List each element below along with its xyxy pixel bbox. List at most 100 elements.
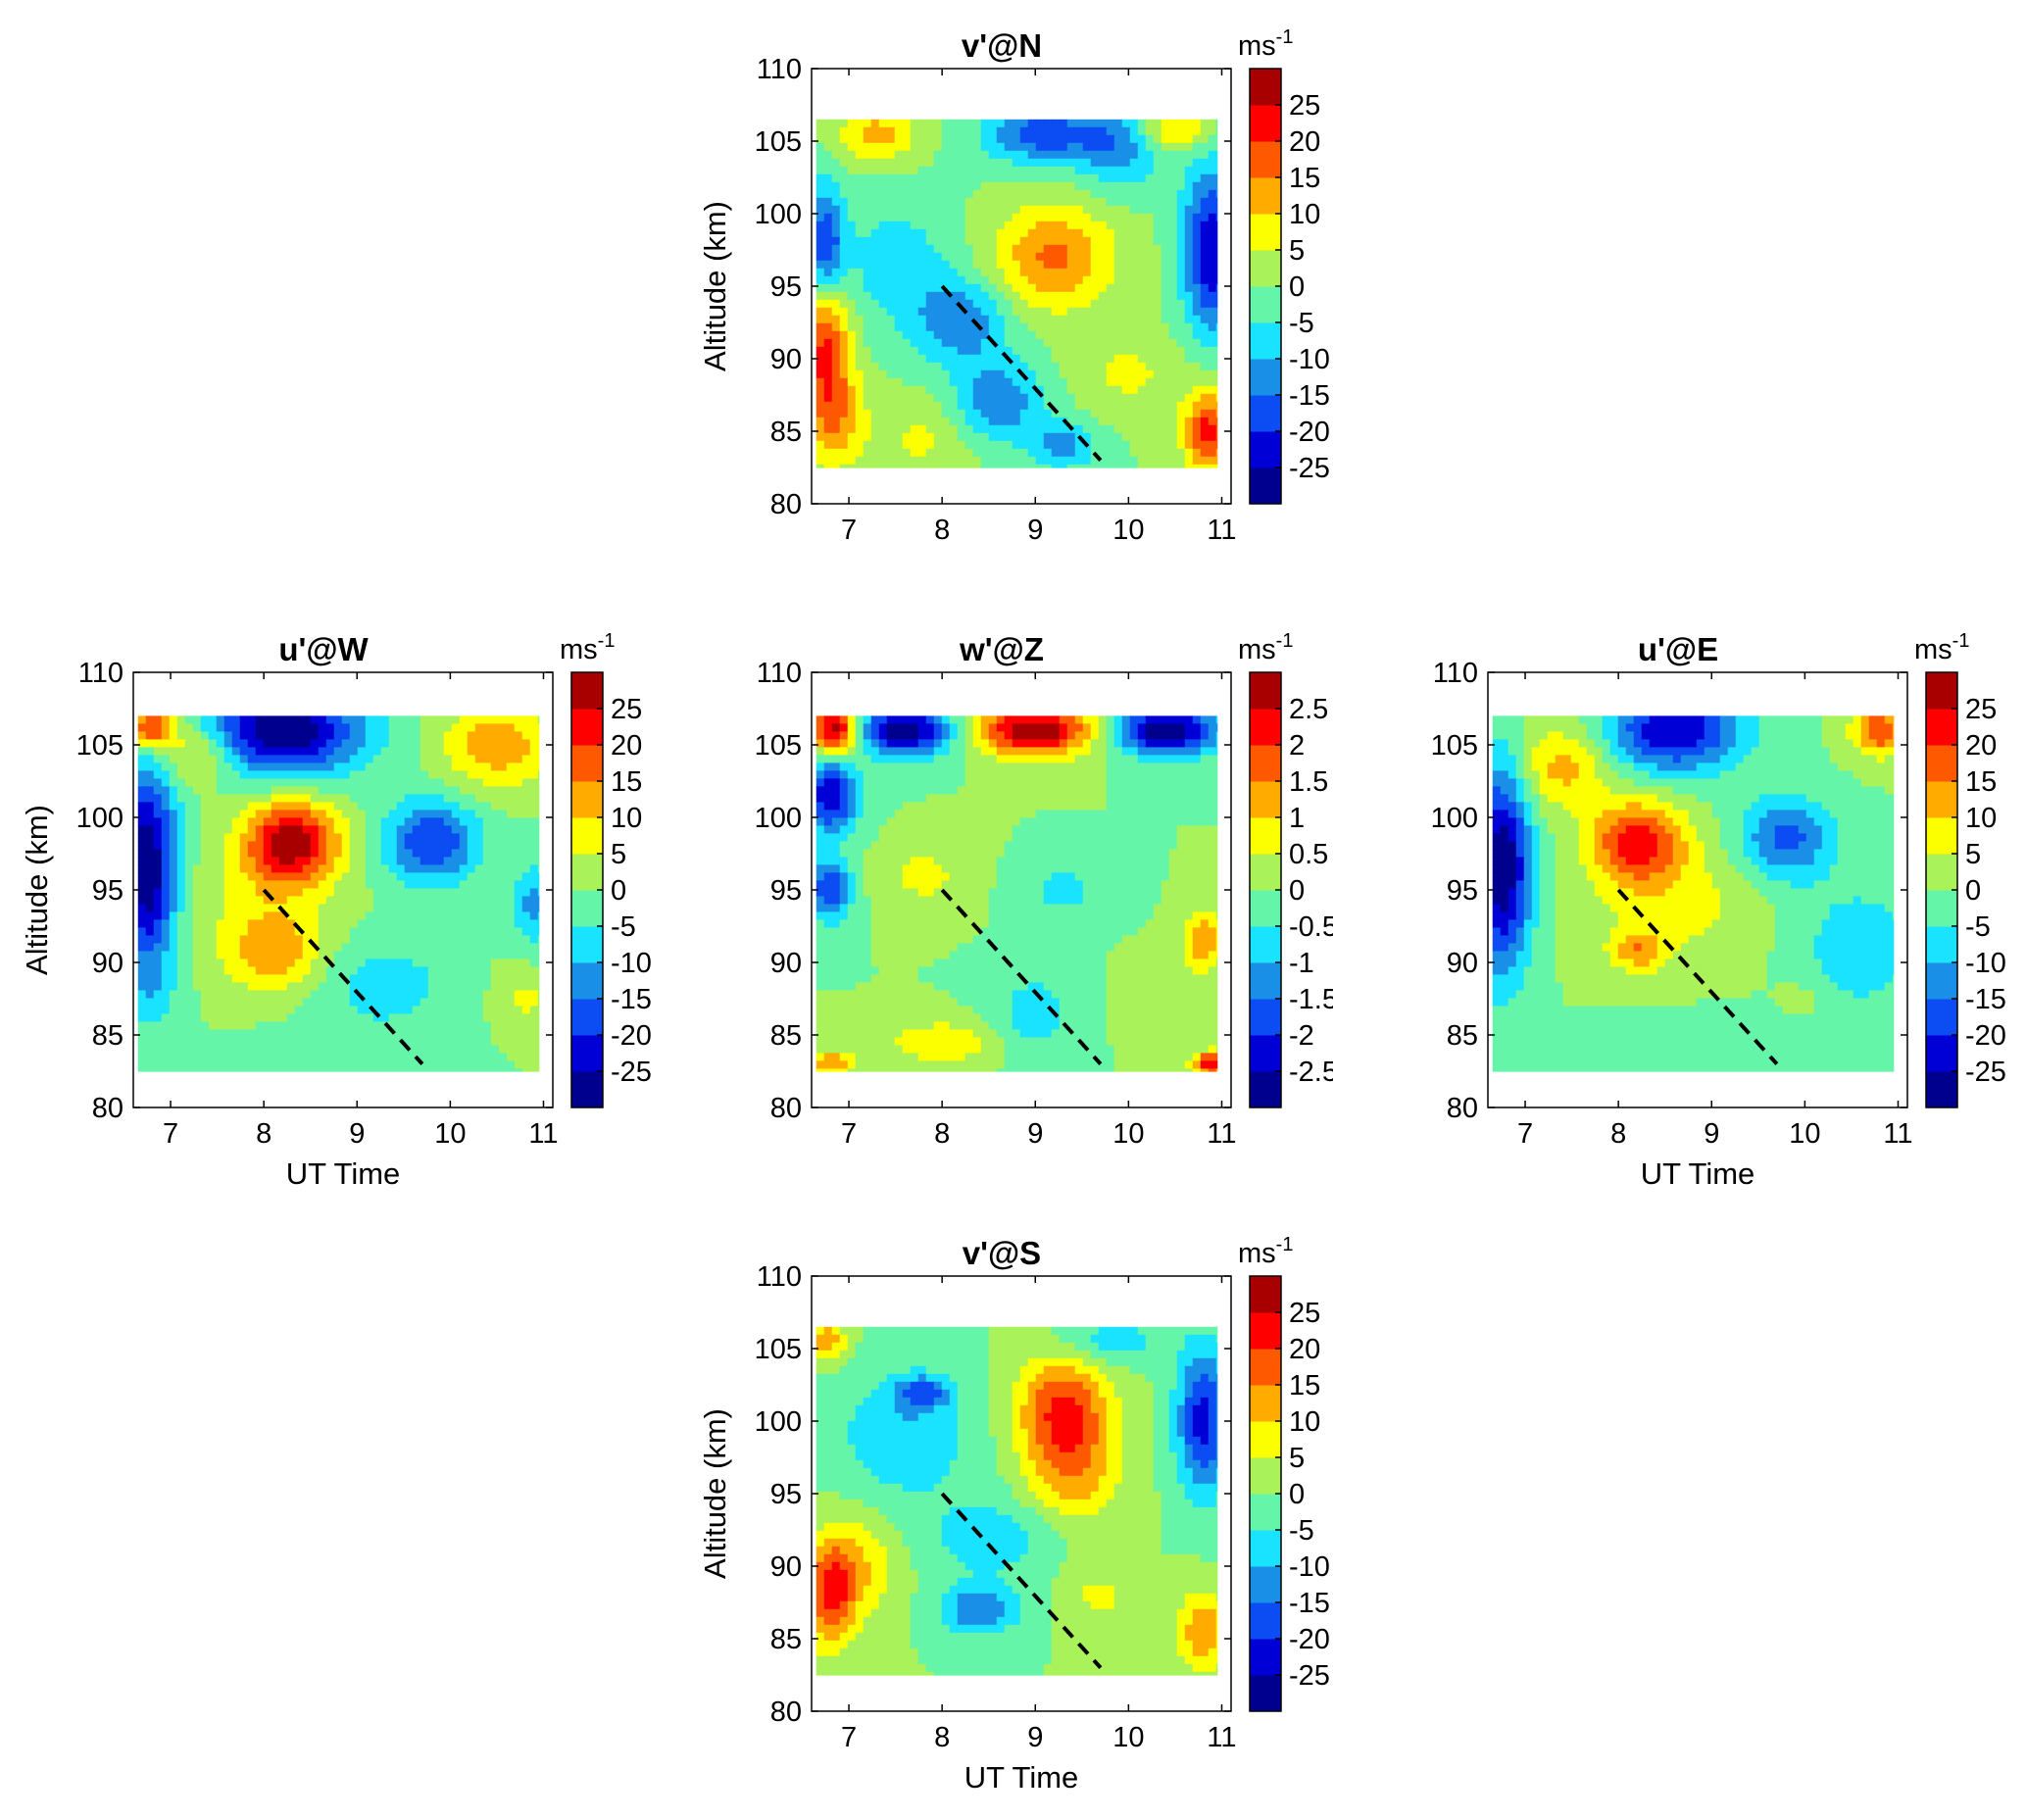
field-cell bbox=[209, 747, 218, 756]
field-cell bbox=[832, 323, 841, 332]
field-cell bbox=[879, 433, 888, 442]
field-cell bbox=[1169, 323, 1178, 332]
field-cell bbox=[193, 990, 202, 999]
field-cell bbox=[319, 794, 327, 803]
field-cell bbox=[997, 300, 1006, 309]
field-cell bbox=[334, 927, 343, 936]
field-cell bbox=[287, 966, 296, 975]
field-cell bbox=[342, 778, 351, 787]
field-cell bbox=[193, 810, 202, 818]
field-cell bbox=[373, 998, 382, 1007]
field-cell bbox=[1020, 441, 1029, 450]
field-cell bbox=[413, 974, 421, 983]
field-cell bbox=[1083, 410, 1092, 418]
field-cell bbox=[193, 723, 202, 732]
field-cell bbox=[405, 770, 414, 779]
field-cell bbox=[240, 982, 249, 991]
field-cell bbox=[279, 1068, 288, 1071]
field-cell bbox=[538, 1068, 540, 1071]
field-cell bbox=[942, 441, 951, 450]
field-cell bbox=[1185, 723, 1194, 732]
field-cell bbox=[879, 198, 888, 207]
field-cell bbox=[1114, 323, 1123, 332]
field-cell bbox=[224, 1060, 233, 1069]
field-cell bbox=[911, 331, 919, 340]
field-cell bbox=[185, 935, 194, 944]
field-cell bbox=[460, 896, 469, 905]
field-cell bbox=[1036, 167, 1045, 175]
field-cell bbox=[1013, 151, 1021, 160]
field-cell bbox=[973, 284, 982, 293]
field-cell bbox=[326, 1060, 335, 1069]
field-cell bbox=[918, 245, 927, 254]
field-cell bbox=[224, 817, 233, 826]
field-cell bbox=[918, 159, 927, 168]
field-cell bbox=[272, 825, 280, 834]
field-cell bbox=[903, 151, 912, 160]
field-cell bbox=[507, 825, 516, 834]
field-cell bbox=[1177, 237, 1186, 246]
field-cell bbox=[887, 159, 896, 168]
field-cell bbox=[217, 802, 225, 811]
field-cell bbox=[1161, 370, 1170, 379]
field-cell bbox=[965, 182, 974, 191]
field-cell bbox=[1091, 229, 1100, 238]
field-cell bbox=[864, 370, 872, 379]
field-cell bbox=[1201, 441, 1210, 450]
field-cell bbox=[1075, 347, 1084, 356]
field-cell bbox=[138, 974, 147, 983]
field-cell bbox=[522, 951, 531, 959]
field-cell bbox=[989, 723, 998, 732]
field-cell bbox=[942, 229, 951, 238]
field-cell bbox=[491, 990, 500, 999]
field-cell bbox=[209, 833, 218, 842]
field-cell bbox=[256, 1006, 265, 1014]
field-cell bbox=[887, 339, 896, 348]
field-cell bbox=[530, 739, 539, 748]
field-cell bbox=[287, 825, 296, 834]
field-cell bbox=[436, 1045, 445, 1054]
field-cell bbox=[138, 802, 147, 811]
field-cell bbox=[934, 167, 943, 175]
field-cell bbox=[903, 331, 912, 340]
field-cell bbox=[264, 802, 272, 811]
field-cell bbox=[840, 457, 849, 466]
field-cell bbox=[1216, 394, 1218, 403]
field-cell bbox=[452, 825, 461, 834]
field-cell bbox=[1114, 182, 1123, 191]
field-cell bbox=[475, 1068, 484, 1071]
field-cell bbox=[1216, 237, 1218, 246]
field-cell bbox=[475, 739, 484, 748]
field-cell bbox=[1107, 355, 1115, 364]
field-cell bbox=[926, 449, 935, 458]
field-cell bbox=[538, 833, 540, 842]
field-cell bbox=[209, 857, 218, 865]
field-cell bbox=[1201, 715, 1210, 724]
field-cell bbox=[840, 308, 849, 317]
field-cell bbox=[232, 974, 241, 983]
field-cell bbox=[1209, 355, 1217, 364]
field-cell bbox=[217, 1053, 225, 1061]
field-cell bbox=[895, 214, 904, 222]
field-cell bbox=[287, 1021, 296, 1030]
field-cell bbox=[389, 911, 398, 920]
field-cell bbox=[460, 959, 469, 967]
field-cell bbox=[240, 904, 249, 912]
field-cell bbox=[1028, 425, 1037, 434]
field-cell bbox=[848, 237, 857, 246]
field-cell bbox=[1020, 386, 1029, 395]
field-cell bbox=[1067, 135, 1076, 144]
field-cell bbox=[1028, 127, 1037, 136]
field-cell bbox=[926, 378, 935, 387]
field-cell bbox=[507, 911, 516, 920]
field-cell bbox=[397, 1006, 406, 1014]
field-cell bbox=[185, 911, 194, 920]
field-cell bbox=[311, 919, 320, 928]
field-cell bbox=[319, 747, 327, 756]
field-cell bbox=[287, 1060, 296, 1069]
field-cell bbox=[895, 206, 904, 215]
field-cell bbox=[1209, 237, 1217, 246]
field-cell bbox=[256, 715, 265, 724]
field-cell bbox=[287, 817, 296, 826]
